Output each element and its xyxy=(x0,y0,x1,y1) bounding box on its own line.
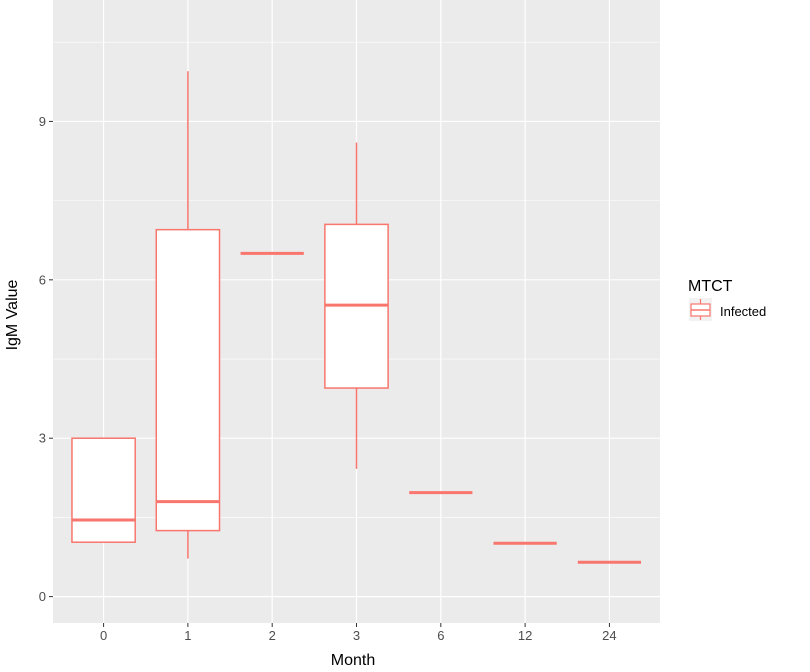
y-tick-label: 0 xyxy=(39,589,46,604)
box-3 xyxy=(324,142,389,469)
x-axis: 0 1 2 3 6 12 24 xyxy=(100,623,617,643)
y-tick-label: 3 xyxy=(39,431,46,446)
boxes-layer xyxy=(71,71,642,564)
box-0 xyxy=(71,437,136,543)
y-tick-label: 9 xyxy=(39,114,46,129)
x-tick-label: 0 xyxy=(100,628,107,643)
y-axis: 0 3 6 9 xyxy=(39,114,53,604)
x-tick-label: 6 xyxy=(437,628,444,643)
y-axis-title: IgM Value xyxy=(4,279,21,350)
x-tick-label: 12 xyxy=(518,628,532,643)
x-axis-title: Month xyxy=(331,652,375,669)
x-tick-label: 2 xyxy=(269,628,276,643)
x-tick-label: 1 xyxy=(184,628,191,643)
box-rect xyxy=(71,437,136,543)
legend-title: MTCT xyxy=(688,278,733,295)
x-tick-label: 24 xyxy=(602,628,616,643)
box-rect xyxy=(155,228,221,532)
y-tick-label: 6 xyxy=(39,272,46,287)
legend: MTCT Infected xyxy=(688,278,766,321)
box-1 xyxy=(155,71,221,559)
legend-key xyxy=(689,298,712,321)
x-tick-label: 3 xyxy=(353,628,360,643)
legend-label-infected: Infected xyxy=(720,304,766,319)
